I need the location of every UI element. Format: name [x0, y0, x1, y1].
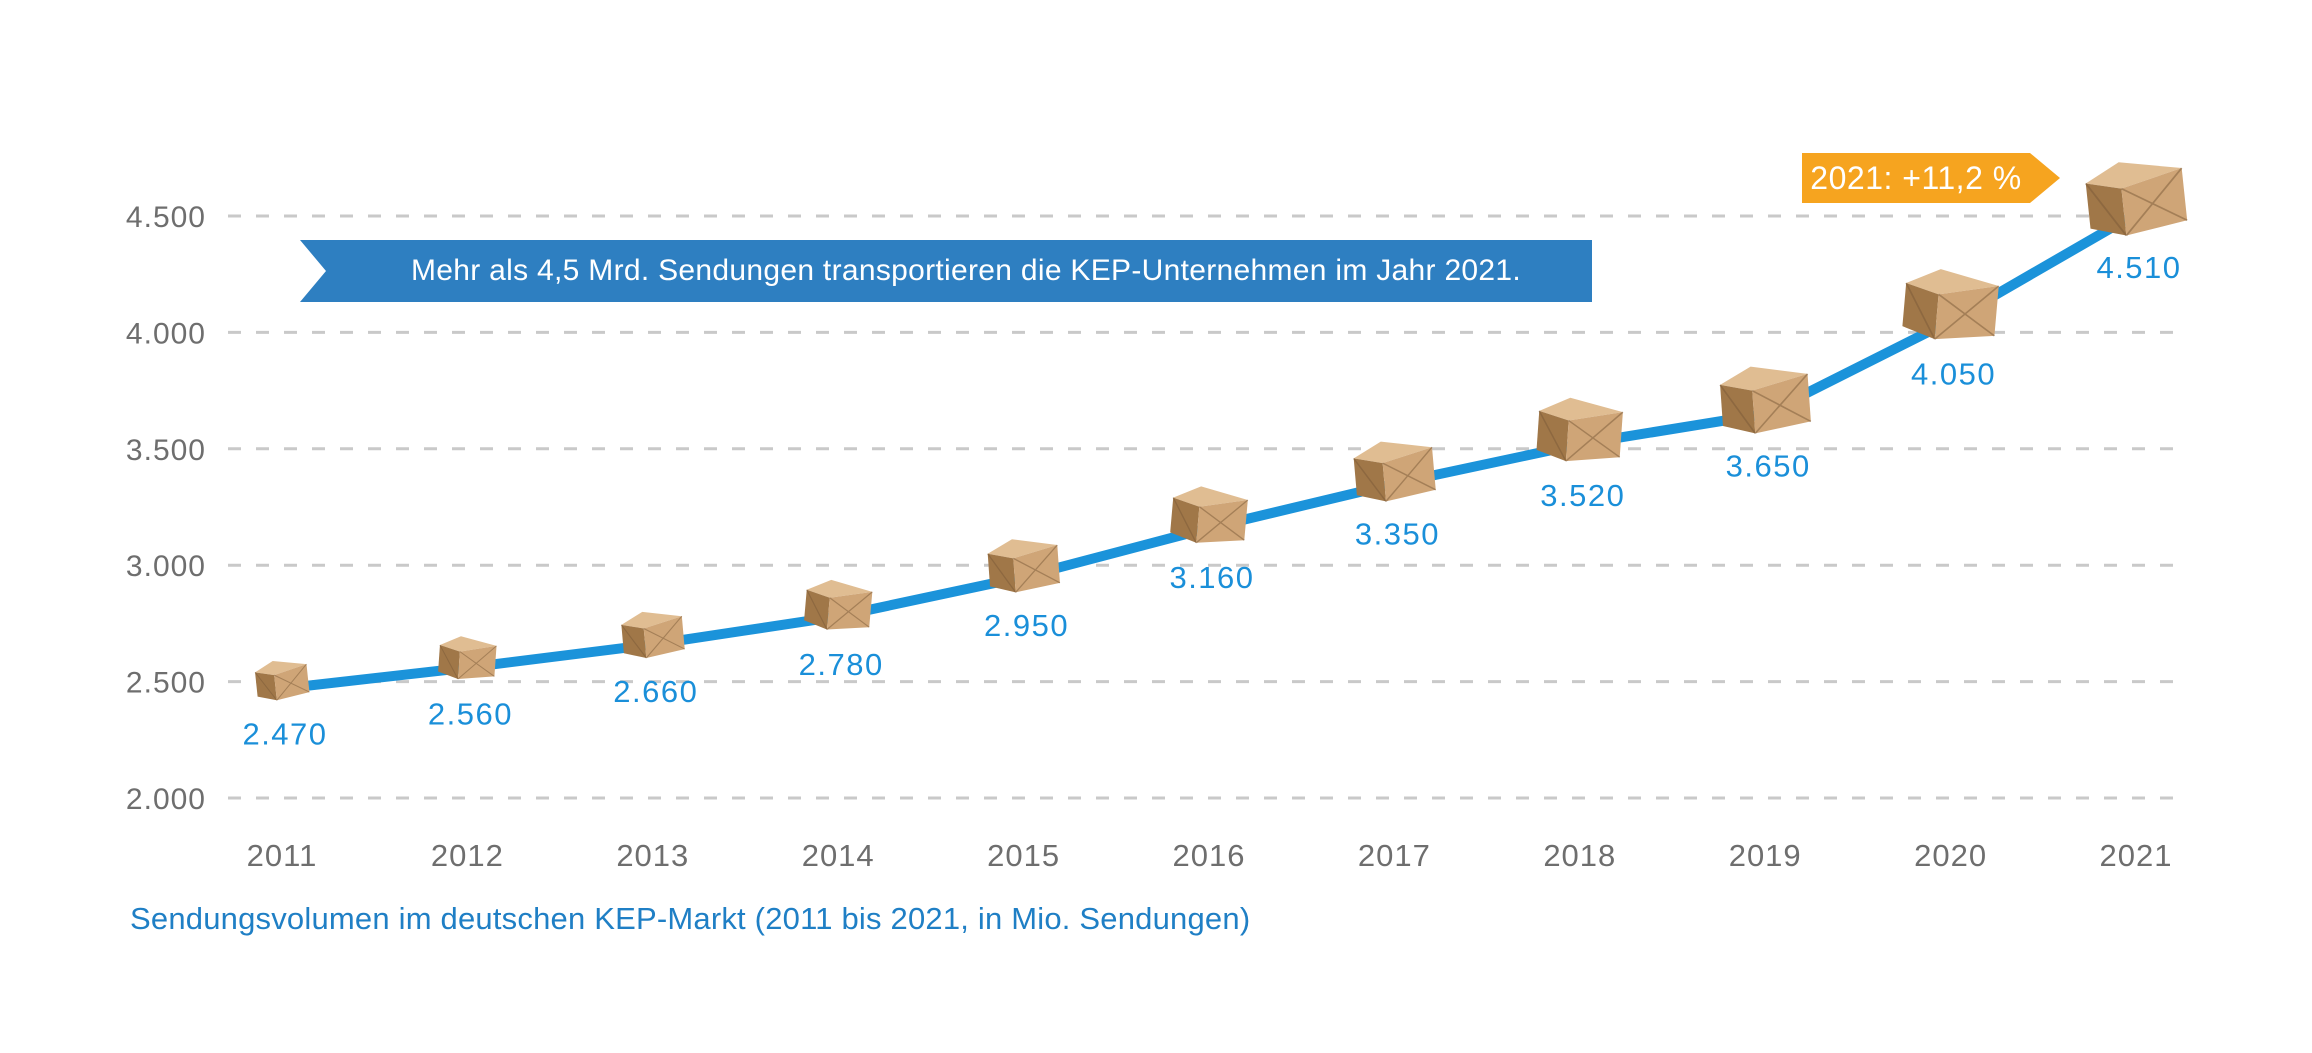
value-label: 4.050 — [1911, 356, 1996, 391]
y-tick-label: 2.000 — [126, 783, 206, 816]
box-flap-crease — [439, 644, 497, 680]
value-label: 2.780 — [799, 647, 884, 682]
box-flap-crease — [1172, 497, 1249, 544]
parcel-box-icon — [987, 539, 1061, 593]
growth-arrow-badge: 2021: +11,2 % — [1802, 153, 2060, 203]
box-flap-crease — [1905, 282, 2000, 340]
box-flap-crease — [1538, 410, 1624, 462]
x-tick-label: 2013 — [616, 838, 689, 873]
parcel-box-icon — [1353, 441, 1437, 502]
box-flap-crease — [2085, 167, 2188, 237]
value-label: 2.560 — [428, 696, 513, 731]
parcel-box-icon — [804, 579, 873, 630]
parcel-box-icon — [1536, 397, 1624, 462]
parcel-box-icon — [438, 636, 497, 680]
x-tick-label: 2018 — [1543, 838, 1616, 873]
value-label: 2.950 — [984, 608, 1069, 643]
box-flap-crease — [987, 544, 1061, 593]
box-top-face — [1173, 486, 1248, 507]
value-label: 2.660 — [613, 674, 698, 709]
parcel-box-icon — [2085, 162, 2188, 237]
y-tick-label: 3.500 — [126, 434, 206, 467]
growth-badge-text: 2021: +11,2 % — [1810, 159, 2022, 196]
y-tick-label: 3.000 — [126, 550, 206, 583]
box-flap-crease — [620, 615, 685, 659]
box-top-face — [255, 660, 307, 676]
box-top-face — [987, 539, 1058, 559]
y-tick-label: 2.500 — [126, 667, 206, 700]
box-flap-crease — [806, 589, 873, 630]
box-flap-crease — [254, 663, 310, 701]
headline-ribbon-text: Mehr als 4,5 Mrd. Sendungen transportier… — [410, 254, 1522, 287]
value-label: 3.650 — [1726, 449, 1811, 484]
parcel-box-icon — [1902, 269, 2000, 340]
value-label: 3.160 — [1169, 560, 1254, 595]
box-top-face — [1539, 397, 1623, 421]
parcel-box-icon — [1719, 366, 1812, 434]
x-tick-label: 2016 — [1173, 838, 1246, 873]
box-flap-crease — [1353, 446, 1437, 502]
y-tick-label: 4.000 — [126, 317, 206, 350]
y-tick-label: 4.500 — [126, 201, 206, 234]
value-label: 3.350 — [1355, 517, 1440, 552]
box-top-face — [1720, 366, 1808, 391]
parcel-box-icon — [1170, 486, 1249, 544]
box-top-face — [2085, 162, 2182, 189]
value-label: 2.470 — [242, 716, 327, 751]
headline-ribbon: Mehr als 4,5 Mrd. Sendungen transportier… — [300, 240, 1592, 302]
x-tick-label: 2017 — [1358, 838, 1431, 873]
parcel-box-icon — [620, 611, 685, 659]
value-label: 4.510 — [2096, 250, 2181, 285]
x-tick-label: 2012 — [431, 838, 504, 873]
box-top-face — [1353, 441, 1433, 464]
x-tick-label: 2021 — [2100, 838, 2173, 873]
parcel-box-icon — [254, 660, 310, 701]
box-top-face — [439, 636, 497, 652]
x-tick-label: 2011 — [247, 838, 318, 873]
x-tick-label: 2020 — [1914, 838, 1987, 873]
x-tick-label: 2014 — [802, 838, 875, 873]
x-tick-label: 2015 — [987, 838, 1060, 873]
box-flap-crease — [1719, 373, 1812, 434]
value-label: 3.520 — [1540, 478, 1625, 513]
chart-caption: Sendungsvolumen im deutschen KEP-Markt (… — [130, 901, 1251, 936]
box-top-face — [621, 611, 682, 629]
x-tick-label: 2019 — [1729, 838, 1802, 873]
box-top-face — [806, 579, 873, 598]
box-top-face — [1906, 269, 1999, 295]
